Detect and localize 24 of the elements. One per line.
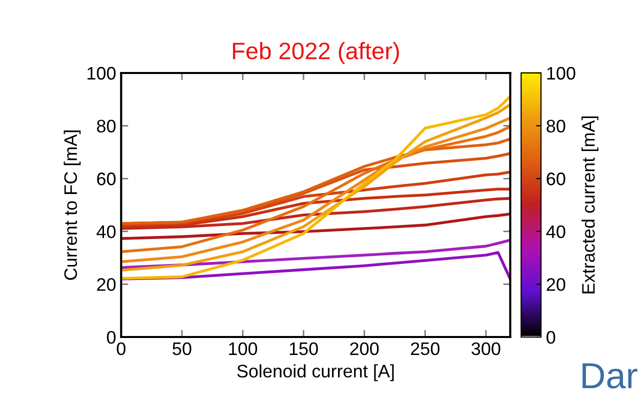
x-tick-label: 200 bbox=[350, 342, 379, 356]
y-tick-label: 0 bbox=[106, 330, 116, 344]
color-bar-title: Extracted current [mA] bbox=[582, 116, 598, 294]
text: Dar bbox=[582, 363, 638, 389]
y-tick-label: 100 bbox=[88, 66, 116, 80]
x-tick-label: 100 bbox=[229, 342, 258, 356]
y-axis-title: Current to FC [mA] bbox=[64, 130, 81, 280]
chart-title: Feb 2022 (after) bbox=[232, 42, 399, 64]
color-bar-label: 20 bbox=[546, 278, 566, 291]
x-tick-label: 0 bbox=[116, 342, 126, 356]
y-tick-label: 20 bbox=[97, 278, 116, 291]
x-tick-label: 250 bbox=[410, 342, 440, 356]
color-bar-label: 40 bbox=[546, 225, 566, 238]
x-tick-label: 300 bbox=[472, 342, 500, 356]
y-tick-label: 60 bbox=[97, 172, 116, 186]
color-bar-label: 80 bbox=[546, 120, 566, 133]
y-tick-label: 40 bbox=[96, 225, 116, 238]
color-bar-label: 60 bbox=[546, 172, 566, 186]
x-tick-label: 150 bbox=[290, 342, 318, 356]
x-tick-label: 50 bbox=[172, 342, 192, 356]
x-axis-title: Solenoid current [A] bbox=[237, 364, 394, 382]
color-bar-label: 0 bbox=[546, 330, 556, 344]
color-bar-label: 100 bbox=[547, 66, 576, 80]
y-tick-label: 80 bbox=[96, 120, 116, 133]
